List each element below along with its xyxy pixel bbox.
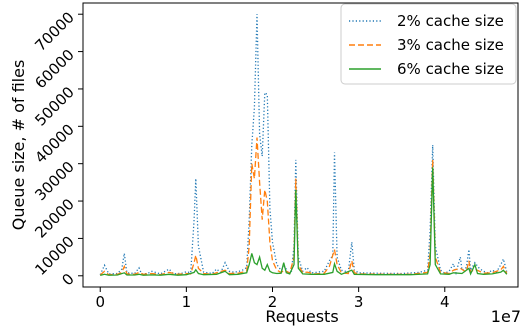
legend-label-3: 6% cache size xyxy=(397,60,504,78)
x-axis: 0 1 2 3 4 xyxy=(95,287,450,311)
y-tick-label: 10000 xyxy=(31,233,77,279)
x-axis-multiplier: 1e7 xyxy=(491,307,521,326)
x-tick-label: 0 xyxy=(95,293,105,311)
x-tick-label: 4 xyxy=(440,293,450,311)
y-tick-label: 60000 xyxy=(31,46,77,92)
y-tick-label: 20000 xyxy=(31,195,77,241)
plot-area-frame xyxy=(82,2,519,288)
y-tick-label: 70000 xyxy=(31,8,77,54)
y-axis-label: Queue size, # of files xyxy=(9,60,28,231)
legend-box xyxy=(340,3,517,85)
series-line-2 xyxy=(99,137,508,276)
legend-label-2: 3% cache size xyxy=(397,36,504,54)
legend: 2% cache size 3% cache size 6% cache size xyxy=(340,3,517,85)
y-tick-label: 40000 xyxy=(31,120,77,166)
x-axis-label: Requests xyxy=(265,307,338,326)
series-line-3 xyxy=(100,167,508,277)
y-tick-label: 0 xyxy=(58,270,77,289)
legend-label-1: 2% cache size xyxy=(397,12,504,30)
y-tick-label: 50000 xyxy=(31,83,77,129)
x-tick-label: 1 xyxy=(182,293,192,311)
x-tick-label: 2 xyxy=(268,293,278,311)
y-tick-label: 30000 xyxy=(31,158,77,204)
x-tick-label: 3 xyxy=(354,293,364,311)
series-layer xyxy=(99,14,508,277)
